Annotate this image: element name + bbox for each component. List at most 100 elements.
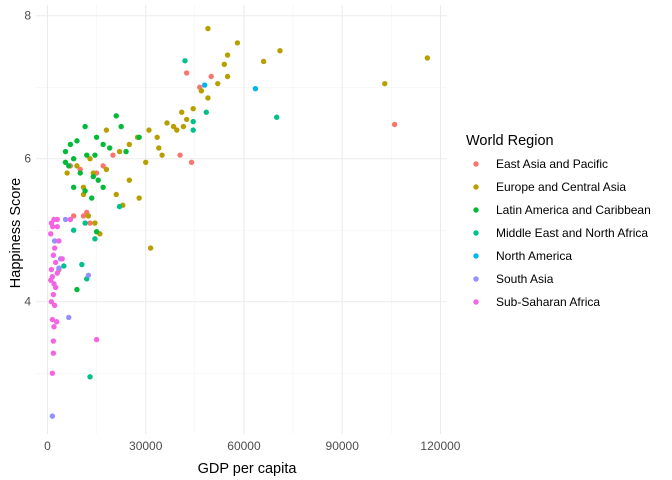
legend-key — [473, 230, 479, 236]
data-point — [51, 238, 58, 244]
legend-key — [473, 184, 479, 190]
data-point — [203, 109, 209, 115]
data-point — [66, 314, 72, 321]
data-point — [164, 120, 170, 126]
data-point — [100, 141, 106, 148]
legend-label: Europe and Central Asia — [496, 180, 626, 194]
data-point — [50, 291, 57, 298]
data-point — [93, 134, 100, 140]
legend-title: World Region — [466, 133, 554, 149]
data-point — [87, 220, 93, 226]
series-points — [62, 113, 142, 293]
data-point — [85, 272, 92, 278]
data-point — [52, 284, 59, 291]
data-point — [49, 413, 56, 419]
data-point — [84, 152, 90, 158]
data-point — [77, 170, 83, 176]
data-point — [201, 82, 208, 88]
legend-item: Europe and Central Asia — [473, 180, 626, 194]
data-point — [205, 25, 211, 32]
data-point — [82, 123, 88, 130]
data-point — [277, 48, 283, 54]
data-point — [170, 123, 177, 130]
data-point — [208, 73, 214, 80]
legend-item: Sub-Saharan Africa — [473, 295, 600, 309]
data-point — [116, 148, 123, 155]
y-axis-title: Happiness Score — [8, 178, 24, 288]
data-point — [62, 159, 69, 165]
data-point — [48, 299, 55, 305]
data-point — [190, 127, 196, 133]
data-point — [100, 184, 106, 191]
data-point — [100, 163, 106, 169]
x-tick-label: 60000 — [227, 439, 261, 453]
series-points — [61, 58, 280, 380]
legend-key — [473, 276, 479, 282]
data-point — [103, 166, 110, 173]
data-point — [74, 286, 80, 293]
data-point — [103, 127, 110, 133]
data-point — [87, 374, 93, 380]
data-point — [85, 213, 92, 219]
data-point — [70, 213, 77, 219]
data-point — [49, 316, 56, 323]
data-point — [382, 80, 388, 87]
data-point — [67, 141, 74, 148]
data-point — [74, 138, 80, 144]
legend-key — [473, 299, 479, 305]
data-point — [80, 213, 87, 219]
data-point — [48, 231, 54, 237]
data-point — [70, 156, 77, 162]
data-point — [190, 118, 196, 125]
x-tick-label: 120000 — [420, 439, 460, 453]
legend-label: Latin America and Caribbean — [496, 203, 651, 217]
data-point — [48, 277, 54, 283]
data-point — [50, 223, 56, 230]
data-point — [54, 223, 60, 230]
data-point — [48, 266, 55, 273]
data-point — [113, 113, 119, 119]
data-point — [179, 109, 185, 115]
x-tick-label: 0 — [44, 439, 51, 453]
legend-key — [473, 253, 479, 259]
data-point — [146, 127, 152, 133]
legend-label: East Asia and Pacific — [496, 157, 608, 171]
data-point — [50, 252, 57, 258]
data-point — [215, 80, 221, 87]
data-point — [188, 159, 195, 165]
data-point — [92, 236, 98, 242]
data-point — [88, 195, 95, 201]
data-point — [391, 121, 398, 128]
data-point — [159, 152, 165, 158]
data-point — [62, 148, 69, 155]
data-point — [51, 302, 58, 308]
series-points — [64, 25, 431, 251]
data-point — [51, 245, 58, 251]
data-point — [126, 177, 133, 183]
data-point — [59, 256, 65, 262]
legend-label: Middle East and North Africa — [496, 226, 648, 240]
data-point — [224, 52, 231, 58]
data-point — [110, 152, 116, 158]
data-point — [274, 114, 280, 120]
y-tick-label: 4 — [24, 295, 31, 309]
data-point — [234, 40, 241, 46]
data-point — [90, 173, 97, 180]
data-point — [93, 336, 100, 343]
legend-label: Sub-Saharan Africa — [496, 295, 600, 309]
data-point — [54, 270, 60, 276]
data-point — [70, 227, 77, 233]
data-points — [48, 25, 431, 419]
data-point — [62, 216, 69, 223]
legend-item: North America — [473, 249, 572, 263]
data-point — [123, 148, 129, 155]
data-point — [87, 156, 93, 162]
y-tick-label: 6 — [24, 152, 31, 166]
data-point — [177, 152, 183, 158]
y-axis-tick-labels: 4 6 8 — [24, 9, 31, 309]
data-point — [116, 203, 123, 210]
x-tick-label: 90000 — [326, 439, 360, 453]
data-point — [154, 134, 160, 140]
major-gridlines — [36, 5, 447, 434]
